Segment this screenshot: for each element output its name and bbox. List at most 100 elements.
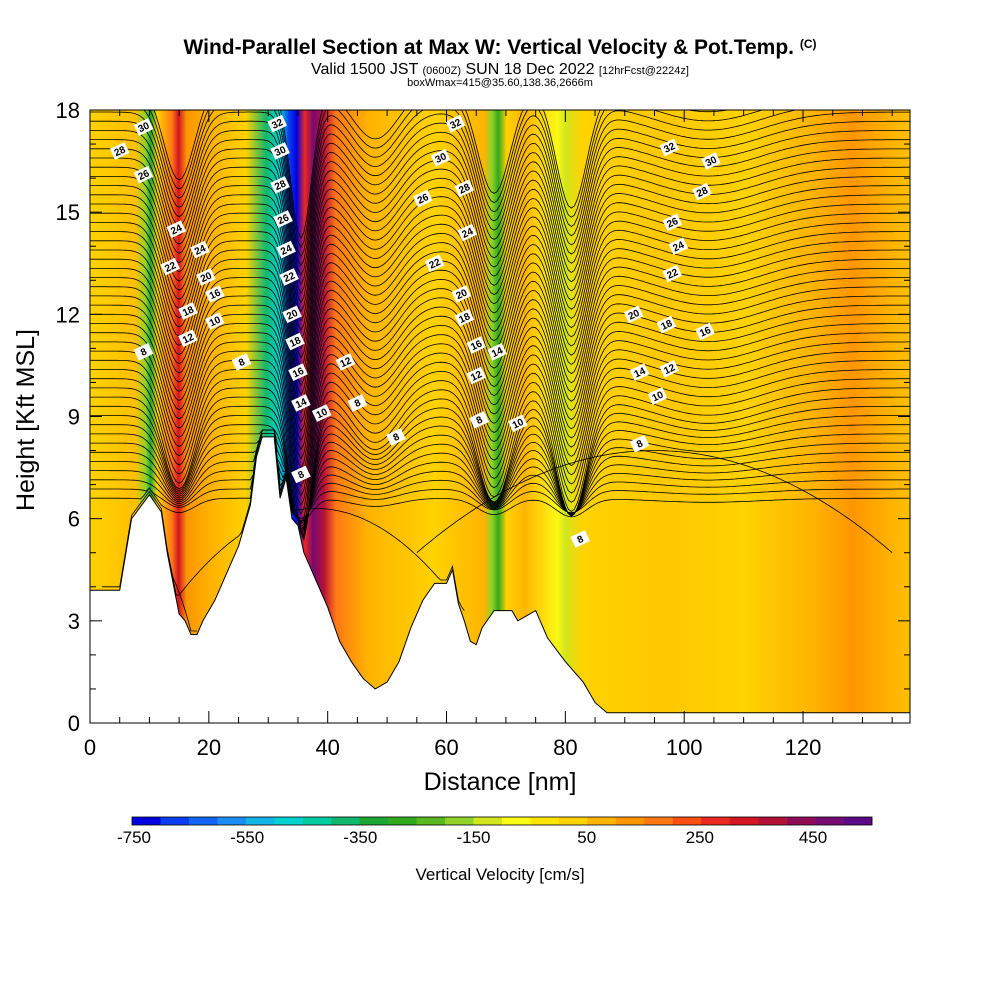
isentrope-line — [90, 139, 910, 295]
isentrope-line — [90, 429, 910, 522]
isentrope-line — [90, 341, 910, 497]
contour-label: 18 — [285, 332, 305, 351]
isentrope-line — [90, 424, 910, 534]
contour-label: 18 — [656, 315, 677, 334]
contour-label-text: 16 — [291, 366, 306, 381]
contour-label: 14 — [629, 363, 650, 382]
x-tick-label: 80 — [553, 735, 577, 760]
isentrope-line — [90, 378, 910, 534]
contour-label-text: 8 — [296, 469, 306, 482]
contour-label-text: 30 — [273, 144, 288, 159]
colorbar-tick-label: -750 — [117, 828, 151, 847]
y-tick-label: 6 — [68, 507, 80, 532]
contour-label-text: 18 — [457, 311, 472, 326]
contour-label-text: 32 — [448, 117, 463, 132]
contour-label: 10 — [311, 404, 332, 422]
contour-label: 32 — [445, 114, 466, 133]
contour-label: 24 — [276, 240, 296, 259]
isentrope-line — [90, 304, 910, 460]
contour-label: 8 — [133, 342, 154, 361]
colorbar-swatch — [245, 817, 275, 825]
contour-label: 26 — [413, 189, 433, 208]
y-tick-label: 0 — [68, 711, 80, 736]
contour-label: 32 — [267, 114, 287, 133]
contour-label-text: 22 — [428, 257, 443, 272]
isentrope-line — [90, 429, 910, 522]
contour-label-text: 24 — [193, 243, 208, 258]
contour-label: 12 — [466, 366, 486, 385]
isentrope-line — [90, 369, 910, 525]
contour-label-text: 18 — [288, 335, 303, 350]
contour-label-text: 22 — [665, 267, 680, 282]
colorbar-frame — [131, 816, 873, 826]
isentrope-line — [90, 194, 910, 350]
contour-label: 8 — [629, 434, 650, 453]
y-tick-label: 15 — [56, 200, 80, 225]
contour-label: 32 — [659, 138, 680, 157]
contour-label-text: 32 — [270, 117, 285, 132]
contour-label: 22 — [160, 257, 180, 276]
contour-label-text: 24 — [671, 240, 686, 255]
contour-label-text: 12 — [469, 369, 484, 384]
contour-label: 16 — [695, 322, 715, 341]
contour-label-text: 28 — [113, 144, 128, 159]
y-tick-label: 9 — [68, 405, 80, 430]
contour-label: 18 — [178, 302, 198, 320]
contour-label-text: 24 — [279, 243, 294, 258]
isentrope-line — [90, 148, 910, 304]
isentrope-line — [90, 429, 910, 519]
isentrope-line — [90, 120, 910, 276]
colorbar-swatch — [188, 817, 218, 825]
plot-area — [90, 110, 910, 723]
isentrope-line — [90, 166, 910, 322]
contour-label-text: 12 — [662, 362, 677, 377]
isentrope-line — [90, 258, 910, 414]
colorbar-swatch — [502, 817, 531, 825]
contour-label: 20 — [196, 268, 216, 286]
potential-temperature-contours — [90, 110, 910, 632]
contour-label: 24 — [190, 240, 210, 259]
contour-label-text: 26 — [276, 212, 291, 227]
contour-label: 30 — [133, 118, 154, 136]
contour-label: 16 — [205, 285, 225, 303]
colorbar-swatch — [843, 817, 873, 825]
contour-label: 20 — [451, 285, 472, 303]
contour-label-text: 20 — [199, 270, 214, 285]
colorbar-title: Vertical Velocity [cm/s] — [415, 865, 584, 884]
colorbar-swatch — [160, 817, 190, 825]
colorbar-swatch — [587, 817, 617, 825]
colorbar-swatch — [615, 817, 645, 825]
colorbar-swatch — [274, 817, 304, 825]
contour-label-text: 32 — [662, 141, 677, 156]
isentrope-line — [90, 429, 910, 530]
contour-label-text: 20 — [285, 308, 300, 323]
isentrope-line — [90, 429, 910, 533]
contour-label-text: 8 — [353, 397, 363, 410]
contour-label-text: 28 — [457, 182, 472, 197]
colorbar-swatch — [132, 817, 161, 825]
colorbar-tick-label: 250 — [686, 828, 714, 847]
contour-label-text: 12 — [339, 355, 354, 370]
contour-label-text: 24 — [460, 226, 475, 241]
y-tick-label: 18 — [56, 98, 80, 123]
contour-label-text: 10 — [315, 406, 330, 421]
contour-label: 28 — [454, 179, 475, 198]
colorbar-swatch — [786, 817, 816, 825]
contour-label-text: 30 — [137, 120, 152, 135]
contour-label: 12 — [659, 359, 680, 378]
x-tick-label: 120 — [785, 735, 822, 760]
isentrope-line — [90, 396, 910, 541]
colorbar: -750 -550 -350 -150 50 250 450 — [117, 816, 873, 847]
colorbar-swatch — [644, 817, 674, 825]
contour-label-text: 8 — [237, 357, 247, 370]
contour-label: 20 — [282, 305, 302, 324]
contour-label-text: 26 — [416, 192, 431, 207]
colorbar-swatch — [701, 817, 730, 825]
colorbar-swatch — [359, 817, 389, 825]
colorbar-swatch — [530, 817, 560, 825]
isentrope-line — [90, 111, 910, 267]
colorbar-swatch — [445, 817, 474, 825]
colorbar-swatch — [331, 817, 360, 825]
isentrope-line — [90, 359, 910, 515]
colorbar-tick-label: 50 — [577, 828, 596, 847]
